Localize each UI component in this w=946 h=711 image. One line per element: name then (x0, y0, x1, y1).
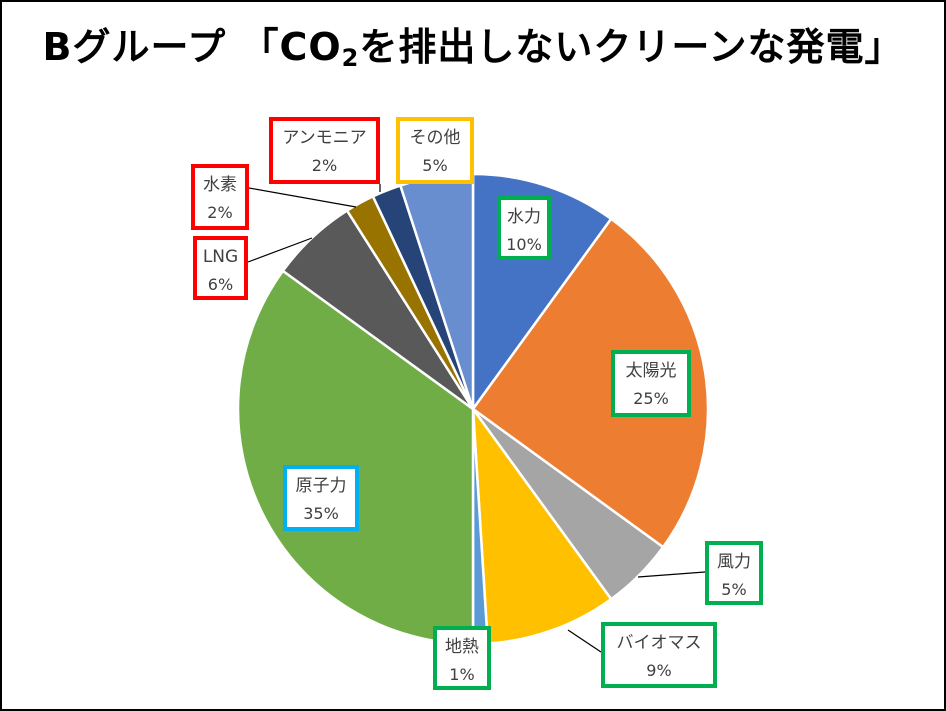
label-name: アンモニア (282, 128, 367, 148)
data-label-geothermal: 地熱 1% (433, 626, 491, 690)
data-label-wind: 風力 5% (705, 541, 763, 605)
chart-title: Bグループ 「CO2を排出しないクリーンな発電」 (42, 25, 904, 72)
label-percent: 2% (207, 203, 233, 222)
label-percent: 10% (506, 235, 542, 254)
label-name: バイオマス (616, 633, 702, 653)
data-label-ammonia: アンモニア 2% (269, 117, 380, 184)
label-percent: 5% (422, 156, 448, 175)
data-label-lng: LNG 6% (193, 236, 248, 300)
label-percent: 35% (303, 504, 339, 523)
data-label-nuclear: 原子力 35% (283, 465, 359, 531)
label-percent: 1% (449, 665, 475, 684)
label-percent: 25% (633, 389, 669, 408)
pie-slice-nuclear (236, 269, 475, 646)
label-percent: 2% (311, 156, 338, 175)
label-name: LNG (202, 247, 239, 267)
data-label-hydrogen: 水素 2% (191, 164, 249, 230)
pie-slice-biomass (471, 404, 613, 645)
data-label-solar: 太陽光 25% (611, 350, 691, 417)
leader-line-biomass (567, 629, 602, 653)
label-name: 水素 (203, 175, 237, 195)
label-name: その他 (409, 128, 461, 148)
label-name: 地熱 (445, 637, 479, 657)
label-percent: 6% (207, 275, 234, 294)
leader-line-wind (637, 571, 706, 578)
label-name: 水力 (507, 207, 541, 227)
label-percent: 5% (721, 580, 747, 599)
leader-line-hydrogen (248, 187, 357, 208)
label-name: 風力 (717, 552, 751, 572)
data-label-biomass: バイオマス 9% (601, 622, 717, 688)
pie-slice-solar (471, 217, 710, 549)
label-name: 太陽光 (625, 361, 677, 381)
leader-line-lng (247, 237, 313, 263)
data-label-other: その他 5% (396, 117, 474, 184)
label-name: 原子力 (295, 476, 347, 496)
label-percent: 9% (646, 661, 672, 680)
data-label-hydro: 水力 10% (497, 196, 551, 260)
